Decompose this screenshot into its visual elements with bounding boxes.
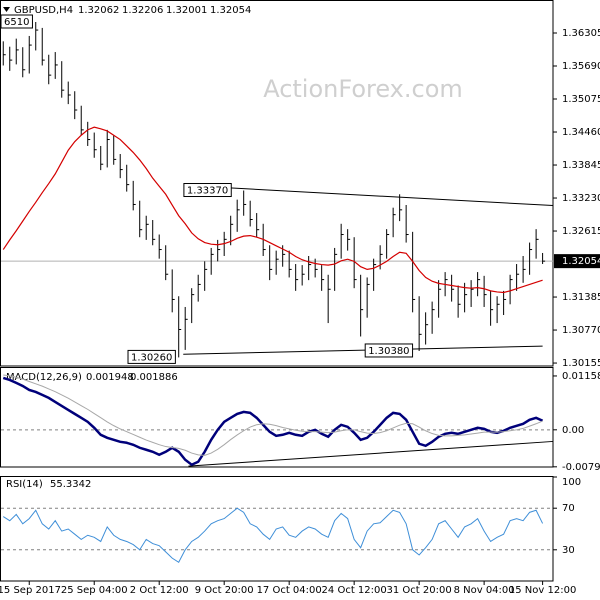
indicator-line bbox=[2, 376, 544, 467]
symbol: GBPUSD,H4 bbox=[14, 5, 73, 16]
header-low: 1.32001 bbox=[166, 5, 207, 16]
annotation-label: 1.33370 bbox=[187, 186, 228, 197]
x-tick-label: 31 Oct 20:00 bbox=[387, 585, 452, 596]
moving-average bbox=[2, 126, 543, 294]
rsi-panel-frame bbox=[0, 476, 554, 582]
annotation-box bbox=[127, 349, 176, 364]
y-tick-label: 0.00 bbox=[562, 425, 584, 436]
y-tick-label: 1.35690 bbox=[562, 61, 600, 72]
y-tick-label: 1.31385 bbox=[562, 292, 600, 303]
y-tick-label: 1.32615 bbox=[562, 226, 600, 237]
indicator-trendline bbox=[188, 440, 554, 467]
macd-value: 0.001948 bbox=[86, 372, 134, 383]
rsi-value: 55.3342 bbox=[50, 479, 91, 490]
header-high: 1.32206 bbox=[122, 5, 163, 16]
y-tick-label: 1.30155 bbox=[562, 358, 600, 369]
y-tick-label: 1.34460 bbox=[562, 127, 600, 138]
x-tick-label: 2 Oct 12:00 bbox=[130, 585, 189, 596]
y-tick-label: 100 bbox=[562, 477, 581, 488]
y-tick-label: -0.007961 bbox=[562, 462, 600, 473]
y-tick-label: 1.36305 bbox=[562, 28, 600, 39]
header-close: 1.32054 bbox=[210, 5, 251, 16]
y-tick-label: 0.011588 bbox=[562, 371, 600, 382]
macd-title: MACD(12,26,9) bbox=[6, 372, 82, 383]
annotation-label: 6510 bbox=[4, 17, 29, 28]
x-tick-label: 24 Oct 12:00 bbox=[322, 585, 387, 596]
x-tick-label: 25 Sep 04:00 bbox=[61, 585, 128, 596]
x-tick-label: 9 Oct 20:00 bbox=[195, 585, 254, 596]
annotation-box bbox=[183, 183, 232, 198]
y-tick-label: 30 bbox=[562, 545, 575, 556]
trendline bbox=[183, 345, 543, 355]
indicator-line bbox=[2, 507, 544, 563]
watermark: ActionForex.com bbox=[263, 75, 463, 103]
x-tick-label: 15 Nov 12:00 bbox=[509, 585, 576, 596]
y-tick-label: 70 bbox=[562, 503, 575, 514]
indicator-line bbox=[3, 374, 543, 456]
y-tick-label: 1.30770 bbox=[562, 325, 600, 336]
annotation-label: 1.30260 bbox=[131, 352, 172, 363]
annotation-box bbox=[364, 343, 414, 358]
macd-panel-frame bbox=[0, 367, 554, 468]
x-tick-label: 15 Sep 2017 bbox=[0, 585, 61, 596]
annotation-label: 1.30380 bbox=[368, 346, 409, 357]
symbol-marker bbox=[3, 7, 10, 12]
current-price-label: 1.32054 bbox=[562, 256, 600, 267]
rsi-title: RSI(14) bbox=[6, 479, 43, 490]
trendline bbox=[188, 185, 554, 207]
y-tick-label: 1.33230 bbox=[562, 193, 600, 204]
current-price-box bbox=[554, 254, 600, 269]
header-open: 1.32062 bbox=[78, 5, 119, 16]
annotation-box bbox=[0, 14, 33, 29]
y-tick-label: 1.35075 bbox=[562, 94, 600, 105]
main-panel-frame bbox=[0, 0, 554, 367]
x-tick-label: 8 Nov 04:00 bbox=[454, 585, 515, 596]
signal-value: 0.001886 bbox=[130, 372, 178, 383]
y-tick-label: 1.33845 bbox=[562, 160, 600, 171]
x-tick-label: 17 Oct 04:00 bbox=[257, 585, 322, 596]
